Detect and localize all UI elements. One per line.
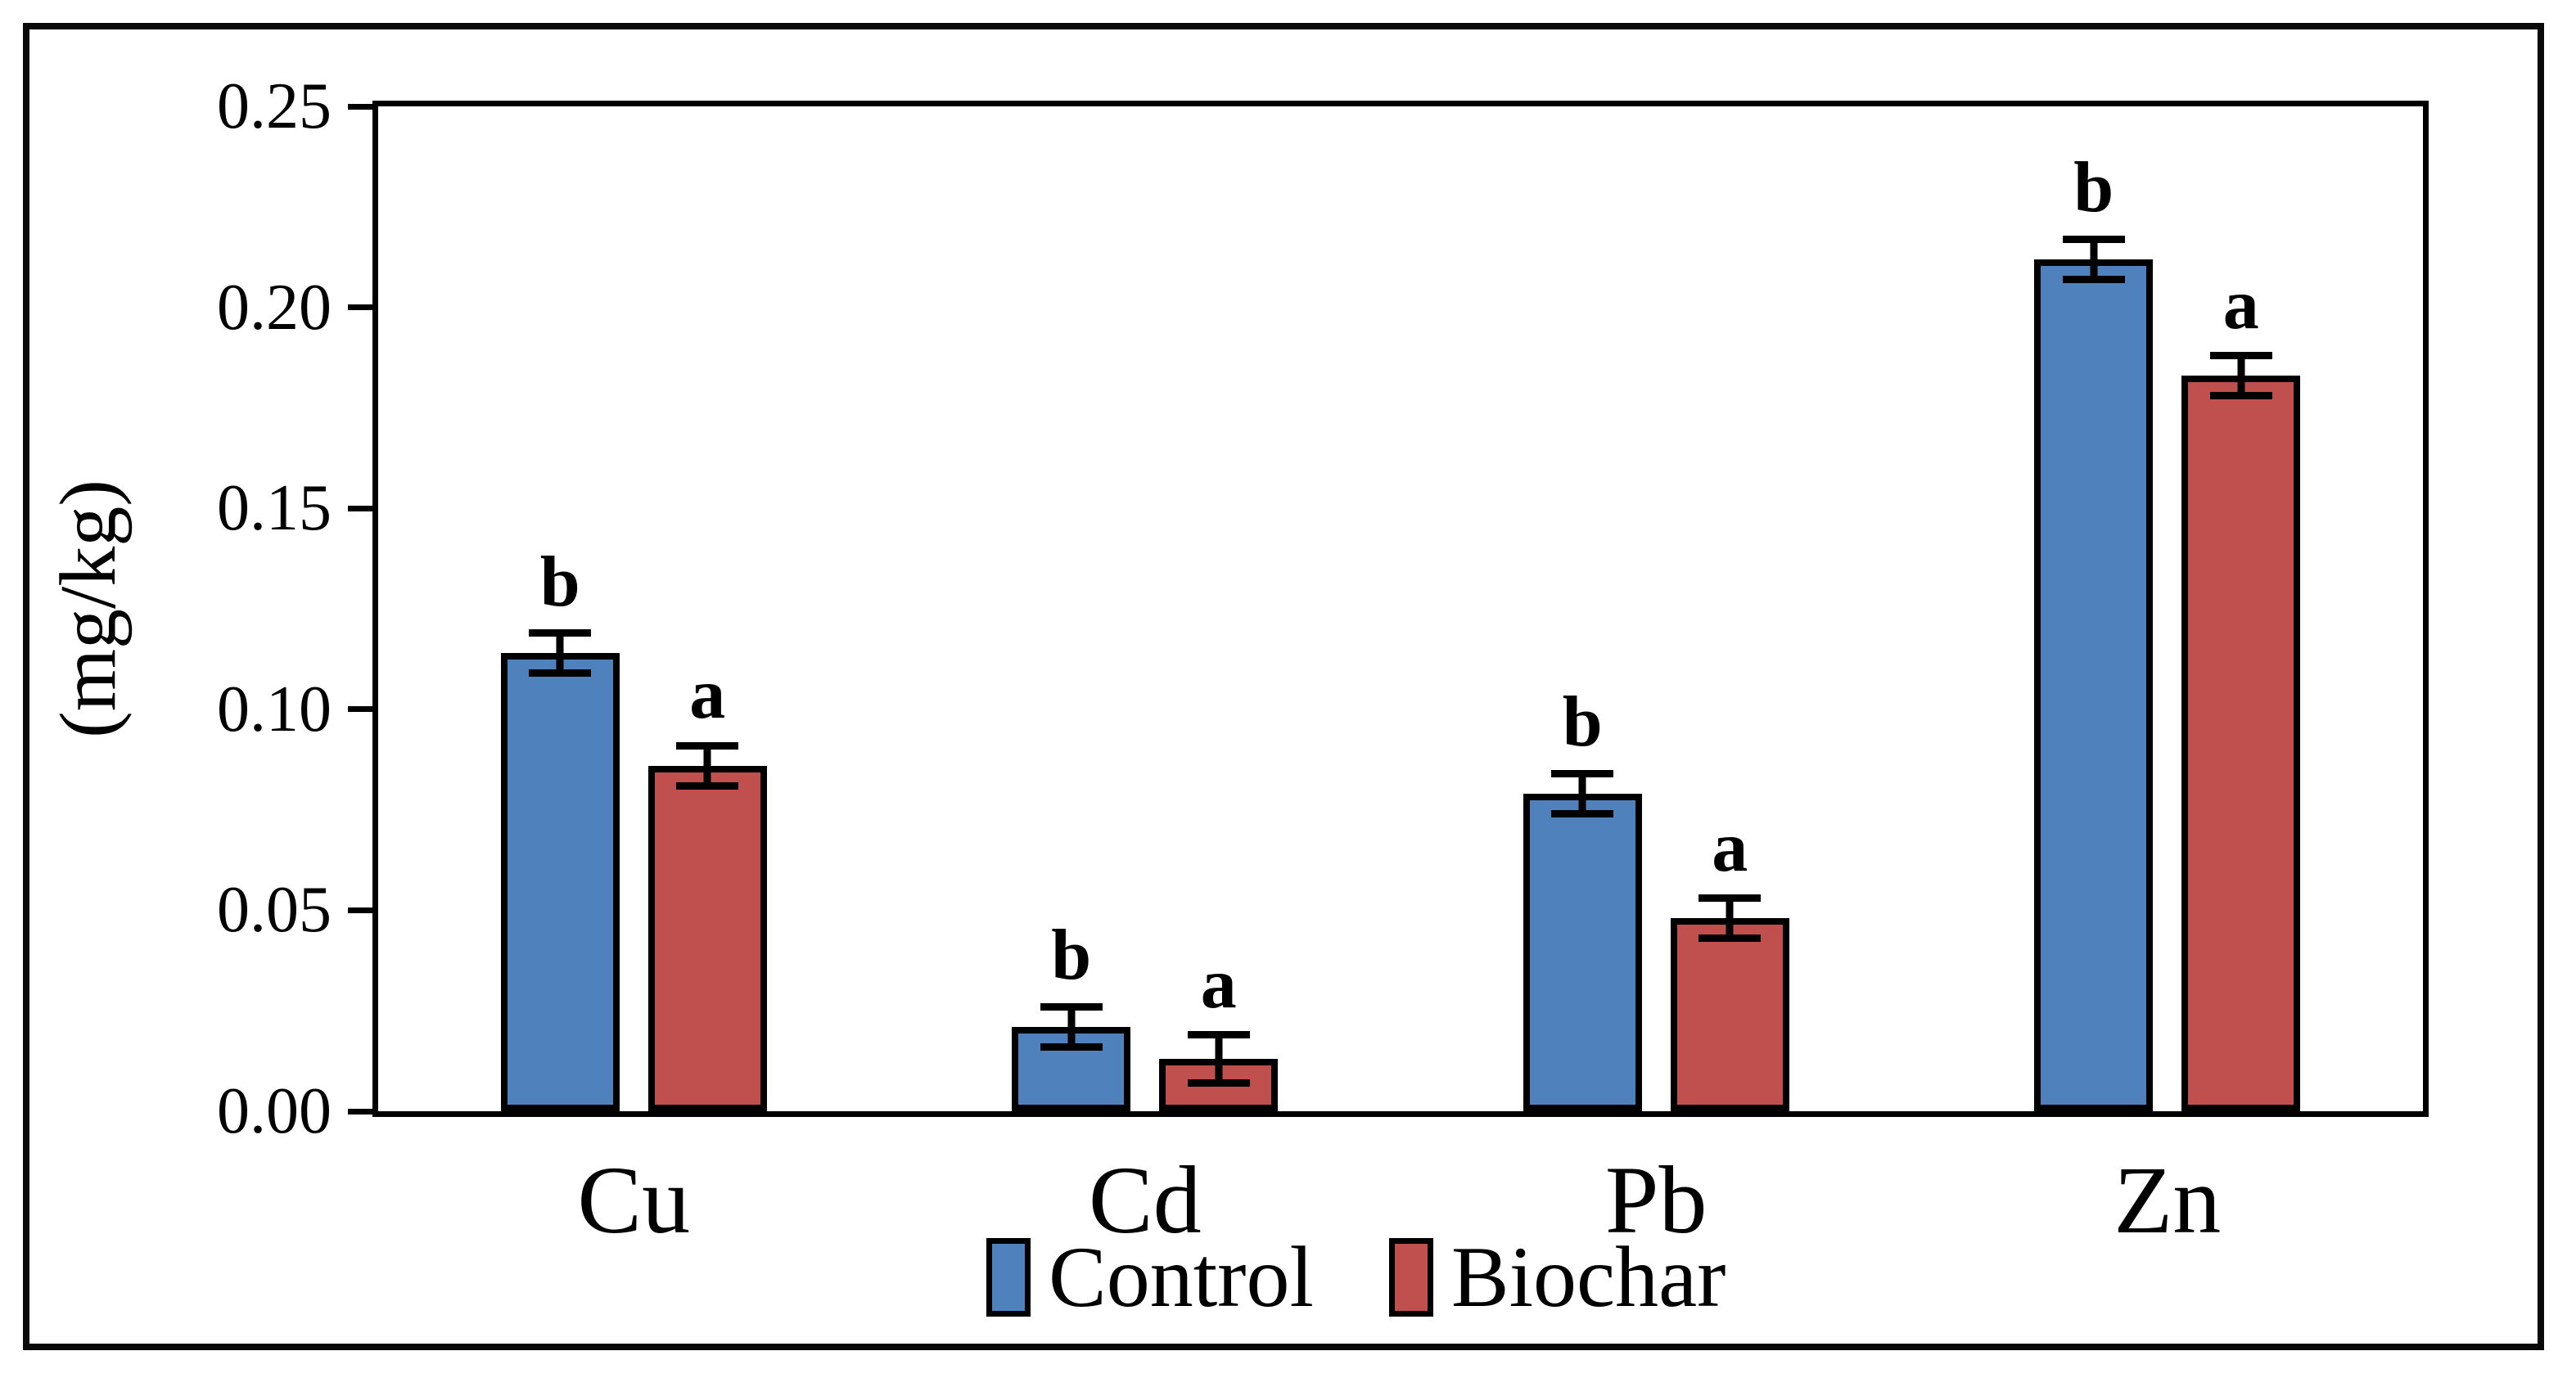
significance-letter: a: [689, 655, 726, 735]
y-axis-tick-mark: [348, 505, 372, 511]
error-bar-top-cap: [1551, 769, 1614, 777]
error-bar-bottom-cap: [1040, 1043, 1103, 1051]
error-bar-bottom-cap: [2209, 392, 2272, 400]
x-category-label-cu: Cu: [577, 1146, 691, 1254]
legend-item-control: Control: [986, 1234, 1314, 1321]
error-bar-top-cap: [529, 629, 592, 637]
significance-letter: a: [1712, 807, 1748, 887]
significance-letter: b: [1051, 916, 1092, 996]
error-bar: [703, 745, 711, 786]
error-bar: [1726, 898, 1734, 939]
y-axis-tick-label: 0.15: [217, 472, 332, 545]
y-axis-tick-mark: [348, 304, 372, 311]
significance-letter: b: [1562, 682, 1603, 763]
x-category-label-cd: Cd: [1088, 1146, 1202, 1254]
error-bar-bottom-cap: [2062, 275, 2125, 283]
error-bar-top-cap: [2209, 352, 2272, 360]
error-bar: [1215, 1034, 1223, 1083]
y-axis-tick-mark: [348, 103, 372, 110]
error-bar-top-cap: [1040, 1002, 1103, 1011]
error-bar: [556, 633, 564, 673]
y-axis-tick-label: 0.20: [217, 271, 332, 344]
control-bar-cu: b: [500, 546, 620, 1111]
significance-letter: b: [2073, 148, 2114, 228]
error-bar-top-cap: [1187, 1031, 1250, 1039]
control-bar-zn: b: [2034, 152, 2154, 1111]
biochar-bar-cu: a: [647, 659, 767, 1111]
y-axis-tick-label: 0.25: [217, 70, 332, 142]
biochar-bar-pb: a: [1670, 811, 1789, 1111]
control-series-swatch: [986, 1238, 1031, 1317]
error-bar-top-cap: [1699, 894, 1762, 903]
y-axis-tick-mark: [348, 706, 372, 713]
legend-item-biochar: Biochar: [1388, 1229, 1726, 1325]
x-category-label-pb: Pb: [1604, 1146, 1708, 1254]
error-bar-bottom-cap: [1551, 810, 1614, 817]
y-axis-tick-mark: [348, 1108, 372, 1115]
x-category-label-zn: Zn: [2114, 1146, 2222, 1254]
error-bar-bottom-cap: [1699, 934, 1762, 943]
biochar-series-swatch: [1388, 1238, 1433, 1317]
legend: Control Biochar: [986, 1234, 1726, 1321]
control-bar-pb: b: [1523, 687, 1642, 1111]
biochar-bar-zn: a: [2181, 268, 2301, 1111]
biochar-bar-cd: a: [1159, 948, 1279, 1111]
error-bar-bottom-cap: [1187, 1079, 1250, 1088]
significance-letter: b: [539, 542, 580, 622]
error-bar-bottom-cap: [676, 781, 739, 790]
significance-letter: a: [1200, 943, 1237, 1024]
legend-label-biochar: Biochar: [1450, 1229, 1726, 1325]
error-bar: [2090, 239, 2098, 280]
error-bar-bottom-cap: [529, 669, 592, 678]
error-bar: [1067, 1006, 1076, 1047]
control-bar-cd: b: [1012, 920, 1131, 1111]
y-axis-tick-label: 0.00: [217, 1075, 332, 1147]
error-bar: [1578, 773, 1586, 814]
y-axis-tick-label: 0.05: [217, 874, 332, 947]
y-axis-tick-mark: [348, 907, 372, 913]
error-bar-top-cap: [2062, 235, 2125, 243]
error-bar-top-cap: [676, 741, 739, 750]
legend-label-control: Control: [1049, 1229, 1314, 1325]
significance-letter: a: [2222, 264, 2259, 344]
y-axis-tick-label: 0.10: [217, 673, 332, 745]
error-bar: [2237, 355, 2245, 396]
